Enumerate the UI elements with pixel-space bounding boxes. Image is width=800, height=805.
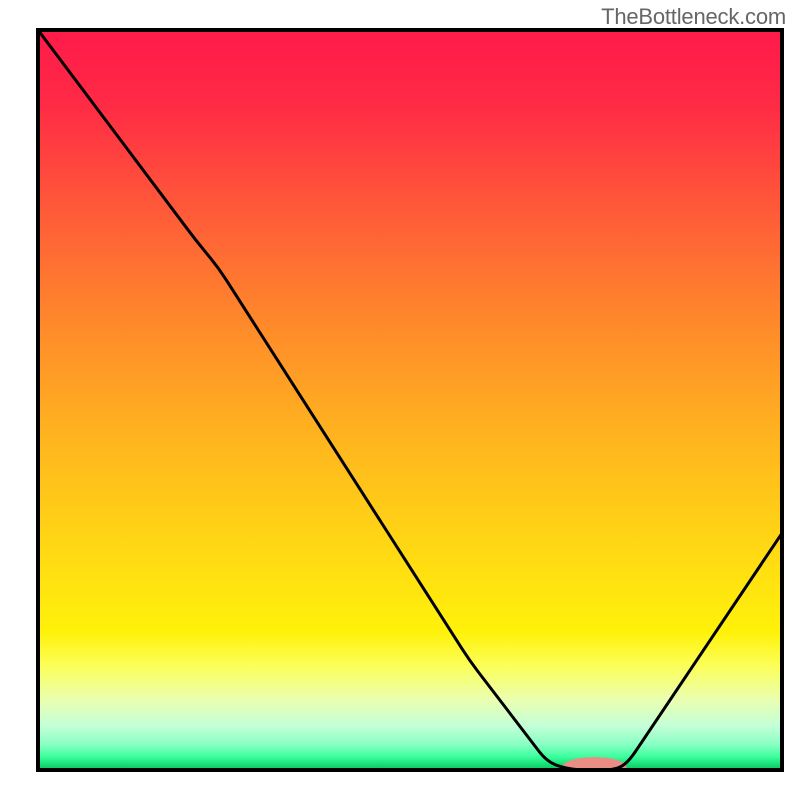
gradient-background — [38, 30, 782, 770]
watermark-text: TheBottleneck.com — [601, 4, 786, 30]
bottleneck-chart — [0, 0, 800, 800]
chart-svg — [0, 0, 800, 800]
